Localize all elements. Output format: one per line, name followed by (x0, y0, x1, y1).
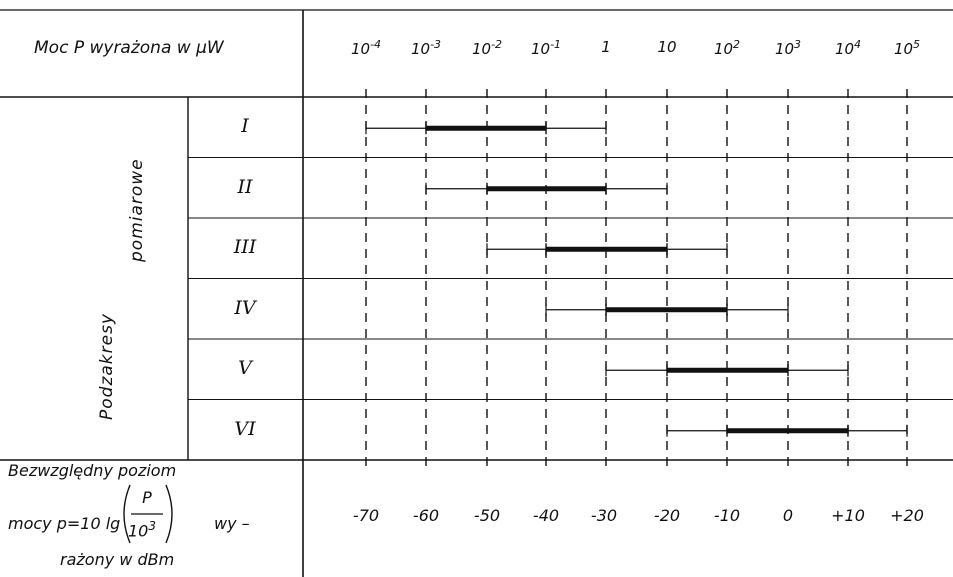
dbm-value: -70 (352, 506, 380, 525)
power-tick-base: 10 (530, 40, 551, 58)
power-header-label: Moc P wyrażona w μW (34, 38, 224, 58)
footer-frac-num: P (142, 488, 152, 507)
power-tick-label: 105 (879, 38, 935, 58)
dbm-value: -60 (412, 506, 440, 525)
subrange-label: IV (234, 296, 256, 319)
dbm-value: -20 (653, 506, 681, 525)
power-tick-base: 10 (471, 40, 492, 58)
power-tick-label: 103 (760, 38, 816, 58)
power-tick-label: 10-2 (459, 38, 515, 58)
power-tick-exponent: -1 (550, 38, 562, 51)
group-label-podzakresy: Podzakresy (97, 313, 117, 420)
footer-line-1: Bezwzględny poziom (8, 461, 177, 480)
footer-line-2b: wy – (214, 514, 250, 533)
footer-right-paren (165, 484, 173, 544)
power-tick-exponent: -3 (430, 38, 442, 51)
subrange-label: II (237, 175, 253, 198)
power-tick-label: 10 (639, 38, 695, 56)
power-tick-exponent: -2 (491, 38, 503, 51)
dbm-value: -50 (473, 506, 501, 525)
dbm-value: -40 (532, 506, 560, 525)
subrange-label: VI (234, 417, 256, 440)
dbm-value: +10 (831, 506, 865, 525)
power-tick-base: 10 (774, 40, 795, 58)
power-tick-label: 102 (699, 38, 755, 58)
power-tick-label: 1 (578, 38, 634, 56)
power-tick-label: 10-3 (398, 38, 454, 58)
subrange-label: V (238, 357, 252, 380)
subrange-label: I (241, 115, 249, 138)
footer-line-2a: mocy p=10 lg (8, 514, 121, 533)
dbm-value: 0 (782, 506, 794, 525)
power-tick-base: 10 (657, 38, 677, 56)
subrange-label: III (233, 236, 257, 259)
power-tick-label: 10-1 (518, 38, 574, 58)
power-tick-exponent: 3 (794, 38, 802, 51)
power-tick-base: 10 (834, 40, 855, 58)
footer-left-paren (123, 484, 131, 544)
power-tick-exponent: 4 (854, 38, 862, 51)
footer-line-3: rażony w dBm (60, 550, 175, 569)
power-tick-base: 10 (713, 40, 734, 58)
power-tick-base: 10 (893, 40, 914, 58)
power-tick-base: 10 (350, 40, 371, 58)
dbm-value: -30 (590, 506, 618, 525)
footer-frac-den-base: 10 (128, 521, 149, 541)
power-tick-exponent: 2 (733, 38, 741, 51)
power-tick-base: 10 (410, 40, 431, 58)
dbm-value: -10 (713, 506, 741, 525)
dbm-value: +20 (890, 506, 924, 525)
footer-frac-den-exp: 3 (148, 519, 156, 533)
power-tick-label: 10-4 (338, 38, 394, 58)
power-tick-exponent: 5 (913, 38, 921, 51)
power-tick-base: 1 (601, 38, 611, 56)
power-tick-exponent: -4 (370, 38, 382, 51)
footer-frac-den: 103 (128, 519, 156, 540)
group-label-pomiarowe: pomiarowe (127, 158, 147, 262)
power-tick-label: 104 (820, 38, 876, 58)
